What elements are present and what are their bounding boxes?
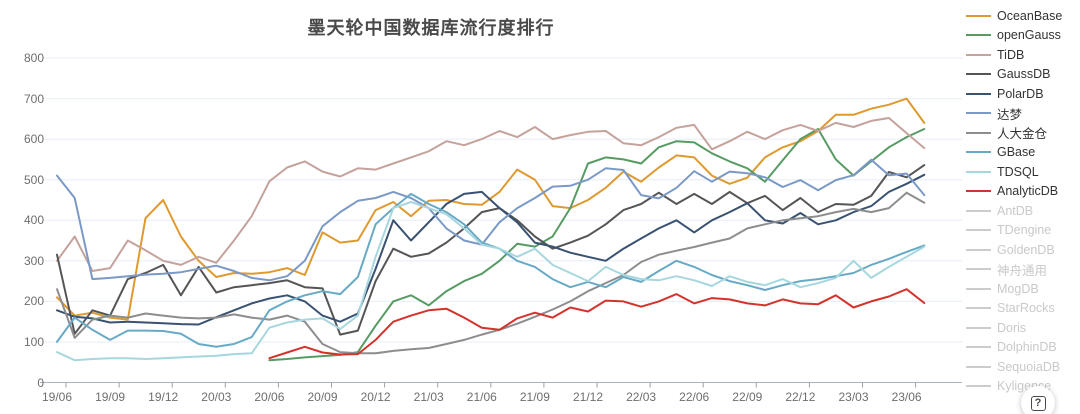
legend-line-icon	[966, 73, 991, 76]
legend-item-人大金仓[interactable]: 人大金仓	[966, 123, 1080, 143]
legend-item-AntDB[interactable]: AntDB	[966, 201, 1080, 221]
legend-item-OceanBase[interactable]: OceanBase	[966, 6, 1080, 26]
y-tick-label: 800	[23, 51, 44, 66]
legend-line-icon	[966, 131, 991, 134]
series-line-达梦[interactable]	[56, 158, 926, 282]
legend-label: 神舟通用	[997, 263, 1048, 278]
series-line-AnalyticDB[interactable]	[268, 288, 926, 360]
legend-item-TDengine[interactable]: TDengine	[966, 221, 1080, 241]
legend-item-SequoiaDB[interactable]: SequoiaDB	[966, 357, 1080, 377]
legend-label: OceanBase	[997, 8, 1063, 23]
legend-label: TiDB	[997, 47, 1025, 62]
legend-label: DolphinDB	[997, 340, 1057, 355]
question-mark-icon: ?	[1030, 395, 1046, 411]
legend-line-icon	[966, 209, 991, 212]
legend-item-PolarDB[interactable]: PolarDB	[966, 84, 1080, 104]
y-tick-label: 100	[23, 334, 44, 349]
x-tick-label: 20/12	[360, 390, 391, 404]
legend-label: Doris	[997, 320, 1027, 335]
x-tick-label: 23/06	[891, 390, 922, 404]
legend-item-Doris[interactable]: Doris	[966, 318, 1080, 338]
legend-item-GBase[interactable]: GBase	[966, 143, 1080, 163]
legend-line-icon	[966, 53, 991, 56]
y-tick-label: 300	[23, 253, 44, 268]
help-button[interactable]: ?	[1021, 386, 1055, 414]
x-tick-label: 21/12	[572, 390, 604, 404]
x-tick-label: 20/03	[201, 390, 232, 404]
x-tick-label: 22/09	[732, 390, 763, 404]
series-line-openGauss[interactable]	[268, 128, 926, 362]
legend-line-icon	[966, 346, 991, 349]
x-tick-label: 22/06	[679, 390, 710, 404]
x-tick-label: 23/03	[838, 390, 869, 404]
legend-item-AnalyticDB[interactable]: AnalyticDB	[966, 182, 1080, 202]
legend-item-神舟通用[interactable]: 神舟通用	[966, 260, 1080, 280]
y-tick-label: 600	[23, 132, 44, 147]
series-line-TiDB[interactable]	[56, 117, 926, 272]
legend-label: TDSQL	[997, 164, 1039, 179]
legend-item-GaussDB[interactable]: GaussDB	[966, 65, 1080, 85]
legend-line-icon	[966, 14, 991, 17]
legend-label: AnalyticDB	[997, 184, 1059, 199]
legend-item-TDSQL[interactable]: TDSQL	[966, 162, 1080, 182]
y-tick-label: 200	[23, 294, 44, 309]
legend-line-icon	[966, 365, 991, 368]
legend: OceanBase openGauss TiDB GaussDB PolarDB 达梦人大…	[966, 6, 1080, 396]
legend-line-icon	[966, 92, 991, 95]
legend-line-icon	[966, 229, 991, 232]
y-tick-label: 700	[23, 91, 44, 106]
legend-line-icon	[966, 151, 991, 154]
x-tick-label: 21/03	[413, 390, 444, 404]
legend-label: PolarDB	[997, 86, 1044, 101]
series-line-GaussDB[interactable]	[56, 164, 926, 336]
legend-label: MogDB	[997, 281, 1039, 296]
legend-label: StarRocks	[997, 301, 1055, 316]
legend-line-icon	[966, 307, 991, 310]
legend-label: GoldenDB	[997, 242, 1055, 257]
y-tick-label: 0	[37, 375, 44, 390]
legend-line-icon	[966, 385, 991, 388]
legend-label: openGauss	[997, 28, 1061, 43]
y-tick-label: 400	[23, 213, 44, 228]
x-tick-label: 19/09	[95, 390, 126, 404]
legend-label: 人大金仓	[997, 127, 1048, 142]
legend-item-GoldenDB[interactable]: GoldenDB	[966, 240, 1080, 260]
legend-label: 达梦	[997, 107, 1023, 122]
x-tick-label: 22/12	[785, 390, 816, 404]
legend-line-icon	[966, 112, 991, 115]
legend-label: AntDB	[997, 203, 1034, 218]
legend-item-TiDB[interactable]: TiDB	[966, 45, 1080, 65]
x-tick-label: 19/12	[148, 390, 179, 404]
series-line-PolarDB[interactable]	[56, 173, 926, 326]
x-tick-label: 21/06	[466, 390, 497, 404]
legend-label: GaussDB	[997, 67, 1051, 82]
x-tick-label: 21/09	[519, 390, 550, 404]
series-line-OceanBase[interactable]	[56, 97, 926, 321]
x-tick-label: 20/06	[254, 390, 285, 404]
legend-line-icon	[966, 287, 991, 290]
legend-label: SequoiaDB	[997, 359, 1061, 374]
legend-line-icon	[966, 170, 991, 173]
legend-item-DolphinDB[interactable]: DolphinDB	[966, 338, 1080, 358]
legend-label: TDengine	[997, 223, 1052, 238]
y-tick-label: 500	[23, 172, 44, 187]
legend-item-openGauss[interactable]: openGauss	[966, 26, 1080, 46]
x-tick-label: 20/09	[307, 390, 338, 404]
legend-line-icon	[966, 326, 991, 329]
legend-item-MogDB[interactable]: MogDB	[966, 279, 1080, 299]
legend-line-icon	[966, 268, 991, 271]
legend-line-icon	[966, 190, 991, 193]
series-line-人大金仓[interactable]	[56, 191, 926, 355]
legend-line-icon	[966, 248, 991, 251]
legend-item-StarRocks[interactable]: StarRocks	[966, 299, 1080, 319]
x-tick-label: 22/03	[626, 390, 657, 404]
legend-line-icon	[966, 34, 991, 37]
series-line-TDSQL[interactable]	[56, 201, 926, 362]
x-tick-label: 19/06	[41, 390, 73, 404]
legend-item-达梦[interactable]: 达梦	[966, 104, 1080, 124]
legend-label: GBase	[997, 145, 1036, 160]
chart-title: 墨天轮中国数据库流行度排行	[307, 18, 555, 38]
